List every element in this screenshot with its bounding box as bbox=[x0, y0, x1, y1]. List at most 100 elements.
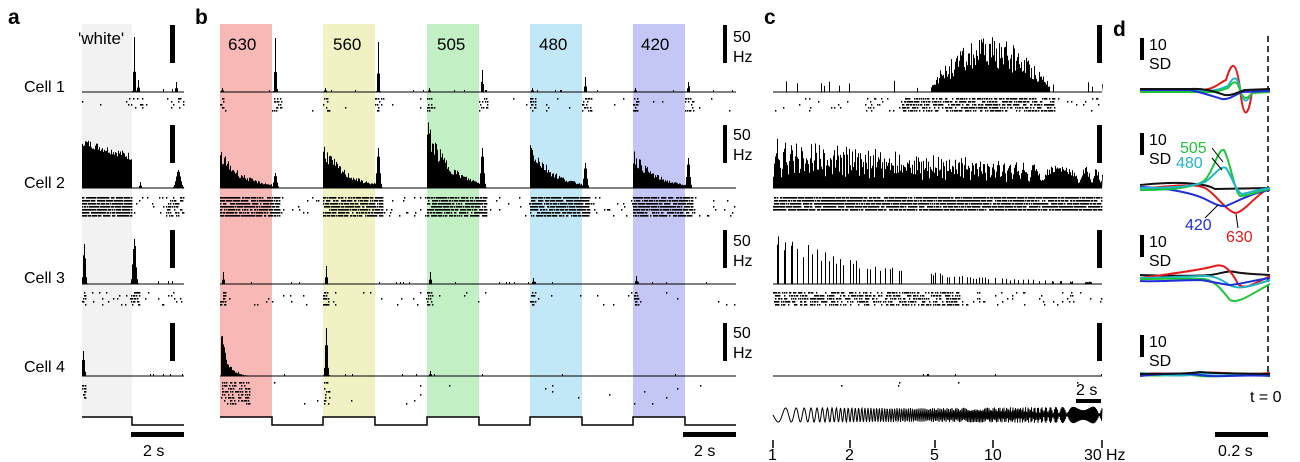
rate-scalebar-b-2-value: 50 bbox=[733, 127, 751, 144]
psth-b-cell-2 bbox=[220, 122, 737, 188]
rate-scalebar-b-3: 50 Hz bbox=[723, 230, 753, 270]
time-scalebar-d-label: 0.2 s bbox=[1218, 443, 1253, 460]
raster-group-c bbox=[773, 98, 1103, 387]
panel-letter-a: a bbox=[8, 6, 20, 29]
wavelength-label-505: 505 bbox=[437, 35, 465, 54]
kernel-traces-3 bbox=[1139, 264, 1271, 302]
cell-label-4: Cell 4 bbox=[24, 359, 65, 376]
raster-group-b bbox=[220, 98, 736, 405]
time-scalebar-c-label: 2 s bbox=[1076, 382, 1097, 399]
psth-a-cell-2 bbox=[82, 140, 185, 188]
raster-c-cell-4 bbox=[841, 382, 1079, 387]
kernel-420-pointer bbox=[1204, 204, 1219, 219]
wavelength-label-560: 560 bbox=[333, 35, 361, 54]
time-scalebar-a-label: 2 s bbox=[143, 443, 164, 460]
psth-group-b bbox=[220, 38, 737, 377]
sd-scalebar-3: 10 SD bbox=[1140, 234, 1171, 270]
time-scalebar-a bbox=[131, 432, 184, 437]
raster-b-cell-2 bbox=[220, 197, 736, 217]
sd-scalebar-1-unit: SD bbox=[1149, 56, 1171, 73]
cell-label-1: Cell 1 bbox=[24, 79, 65, 96]
kernel-1-red bbox=[1140, 65, 1271, 114]
kernel-2-blue bbox=[1139, 186, 1271, 208]
psth-group-c bbox=[773, 37, 1103, 377]
raster-c-cell-3 bbox=[773, 292, 1103, 306]
raster-c-cell-2 bbox=[773, 197, 1103, 211]
white-stimulus-label: 'white' bbox=[78, 29, 124, 48]
time-scalebar-b bbox=[683, 432, 736, 437]
time-scalebar-b-label: 2 s bbox=[694, 443, 715, 460]
rate-scalebar-a-3 bbox=[170, 230, 175, 268]
sd-scalebar-4-unit: SD bbox=[1149, 353, 1171, 370]
kernel-2-red bbox=[1139, 184, 1271, 215]
kernel-traces-1 bbox=[1140, 65, 1271, 114]
raster-group-a bbox=[82, 98, 185, 399]
sd-scalebar-2-unit: SD bbox=[1149, 151, 1171, 168]
band-420 bbox=[633, 24, 685, 417]
kernel-480-pointer bbox=[1211, 157, 1223, 171]
sd-scalebar-2-value: 10 bbox=[1149, 132, 1167, 149]
rate-scalebar-a-4 bbox=[170, 323, 175, 361]
kernel-3-blue bbox=[1139, 277, 1271, 287]
kernel-label-480: 480 bbox=[1176, 155, 1203, 172]
rate-scalebar-a-1 bbox=[170, 25, 175, 63]
rate-scalebar-b-1-value: 50 bbox=[733, 29, 751, 46]
panel-letter-d: d bbox=[1113, 18, 1126, 41]
kernel-505-pointer bbox=[1211, 147, 1224, 163]
raster-b-cell-3 bbox=[220, 292, 736, 306]
rate-scalebar-b-4-unit: Hz bbox=[733, 345, 753, 362]
chirp-stimulus bbox=[772, 406, 1103, 424]
psth-c-cell-3 bbox=[773, 236, 1103, 284]
cell-label-2: Cell 2 bbox=[24, 175, 65, 192]
wavelength-label-420: 420 bbox=[641, 35, 669, 54]
wavelength-label-480: 480 bbox=[539, 35, 567, 54]
freq-tick-label-5: 5 bbox=[930, 447, 939, 462]
rate-scalebar-b-4: 50 Hz bbox=[723, 323, 753, 362]
white-stimulus-band bbox=[82, 24, 132, 417]
kernel-label-630: 630 bbox=[1226, 229, 1253, 246]
rate-scalebar-b-1: 50 Hz bbox=[723, 25, 753, 66]
sd-scalebar-2: 10 SD bbox=[1140, 132, 1171, 168]
rate-scalebar-c-3 bbox=[1097, 230, 1102, 268]
raster-c-cell-1 bbox=[775, 98, 1100, 112]
panel-letter-c: c bbox=[764, 6, 776, 29]
cell-label-3: Cell 3 bbox=[24, 270, 65, 287]
kernel-label-420: 420 bbox=[1185, 217, 1212, 234]
rate-scalebar-b-4-value: 50 bbox=[733, 325, 751, 342]
sd-scalebar-4: 10 SD bbox=[1140, 334, 1171, 370]
panel-c: c 2 s 1 2 5 10 30 Hz bbox=[764, 6, 1126, 462]
time-scalebar-c bbox=[1076, 399, 1101, 403]
rate-scalebar-b-3-value: 50 bbox=[733, 233, 751, 250]
psth-c-cell-1 bbox=[773, 37, 1103, 92]
freq-unit-label: Hz bbox=[1106, 447, 1126, 462]
rate-scalebar-b-2-unit: Hz bbox=[733, 147, 753, 164]
kernel-1-cyan bbox=[1140, 77, 1271, 102]
band-630 bbox=[220, 24, 272, 417]
stimulus-trace-a bbox=[82, 416, 184, 426]
raster-a-cell-4 bbox=[82, 385, 87, 399]
sd-scalebar-1-value: 10 bbox=[1149, 37, 1167, 54]
psth-group-a bbox=[82, 37, 185, 377]
psth-c-cell-2 bbox=[773, 138, 1103, 188]
sd-scalebar-4-value: 10 bbox=[1149, 334, 1167, 351]
panel-b: b 630 560 505 480 420 50 Hz 50 Hz 50 Hz bbox=[195, 6, 753, 460]
rate-scalebar-c-2 bbox=[1097, 125, 1102, 163]
wavelength-label-630: 630 bbox=[228, 35, 256, 54]
kernel-3-green bbox=[1139, 277, 1271, 302]
raster-a-cell-3 bbox=[82, 292, 183, 306]
rate-scalebar-c-4 bbox=[1097, 323, 1102, 361]
psth-a-cell-3 bbox=[82, 239, 185, 284]
rate-scalebar-b-2: 50 Hz bbox=[723, 125, 753, 164]
freq-tick-label-1: 1 bbox=[768, 447, 777, 462]
panel-d: d t = 0 10 SD 10 SD 10 SD 10 SD bbox=[1113, 18, 1282, 460]
time-zero-label: t = 0 bbox=[1250, 389, 1282, 406]
sd-scalebar-3-value: 10 bbox=[1149, 234, 1167, 251]
stimulus-trace-b bbox=[220, 416, 736, 426]
freq-tick-label-2: 2 bbox=[845, 447, 854, 462]
kernel-label-505: 505 bbox=[1180, 140, 1207, 157]
band-560 bbox=[323, 24, 375, 417]
kernel-1-black bbox=[1140, 87, 1271, 97]
kernel-630-pointer bbox=[1235, 213, 1239, 229]
sd-scalebar-3-unit: SD bbox=[1149, 253, 1171, 270]
rate-scalebar-b-1-unit: Hz bbox=[733, 49, 753, 66]
